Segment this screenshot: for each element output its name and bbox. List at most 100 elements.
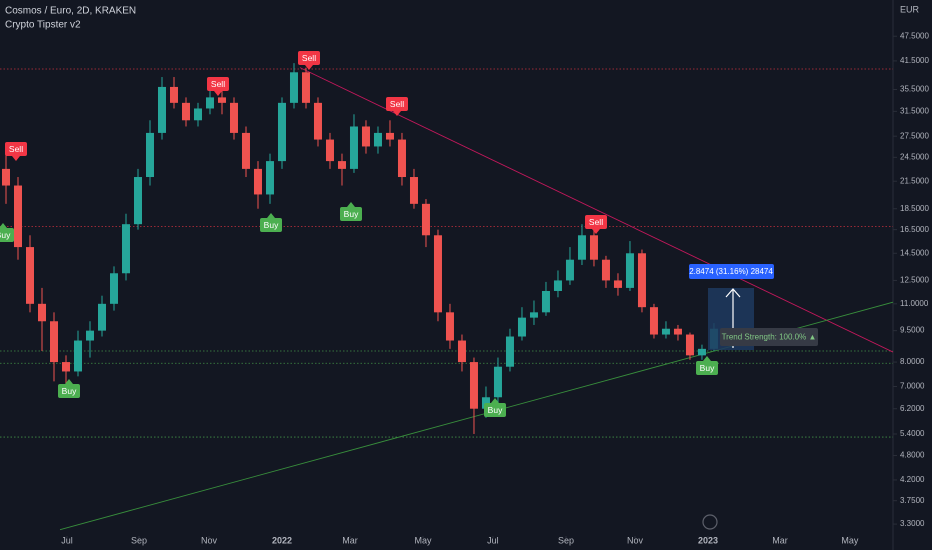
- signal-label: Sell: [390, 99, 404, 109]
- x-tick-label: Nov: [627, 535, 644, 545]
- signal-label: Buy: [344, 209, 359, 219]
- candle-body: [625, 253, 634, 288]
- y-tick-label: 16.5000: [900, 225, 929, 234]
- x-tick-label: Sep: [558, 535, 574, 545]
- signal-label: Buy: [488, 405, 503, 415]
- candle-body: [145, 132, 154, 178]
- x-tick-label: Jul: [61, 535, 73, 545]
- signal-box: [207, 77, 229, 91]
- candle-body: [133, 177, 142, 225]
- candle-body: [85, 330, 94, 341]
- candle-body: [325, 139, 334, 162]
- signal-pointer: [12, 156, 20, 161]
- signal-label: Sell: [211, 79, 225, 89]
- y-tick-label: 8.0000: [900, 357, 925, 366]
- y-tick-label: 21.5000: [900, 176, 929, 185]
- logo: [702, 514, 718, 530]
- measure-arrow-head: [725, 288, 741, 298]
- signal-box: [484, 403, 506, 417]
- y-tick-label: 9.5000: [900, 326, 925, 335]
- y-tick-label: 3.3000: [900, 519, 925, 528]
- y-tick-label: 4.2000: [900, 475, 925, 484]
- candle-body: [529, 312, 538, 318]
- candle-body: [505, 336, 514, 367]
- trend-strength: Trend Strength: 100.0% ▲: [722, 333, 817, 342]
- y-tick-label: 14.5000: [900, 248, 929, 257]
- candle-body: [541, 290, 550, 313]
- candle-body: [481, 397, 490, 409]
- signal-label: Buy: [62, 386, 77, 396]
- measure-label-box: [689, 264, 774, 279]
- signal-pointer: [267, 213, 275, 218]
- candle-body: [649, 307, 658, 335]
- candle-body: [217, 97, 226, 103]
- y-tick-label: 24.5000: [900, 152, 929, 161]
- candle-body: [181, 102, 190, 121]
- candle-body: [661, 328, 670, 335]
- candles: [1, 63, 718, 434]
- x-tick-label: 2022: [272, 535, 292, 545]
- candle-body: [433, 235, 442, 313]
- y-tick-label: 18.5000: [900, 204, 929, 213]
- candle-body: [349, 126, 358, 169]
- signal-pointer: [491, 398, 499, 403]
- signal-label: Buy: [700, 363, 715, 373]
- candle-body: [697, 348, 706, 356]
- candle-body: [565, 259, 574, 281]
- candle-body: [613, 280, 622, 288]
- chart-title: Cosmos / Euro, 2D, KRAKEN: [5, 6, 136, 17]
- candle-body: [517, 317, 526, 337]
- candle-body: [229, 102, 238, 133]
- y-tick-label: 7.0000: [900, 382, 925, 391]
- y-tick-label: 5.4000: [900, 429, 925, 438]
- candle-body: [49, 321, 58, 363]
- candle-body: [301, 72, 310, 103]
- y-tick-label: 47.5000: [900, 31, 929, 40]
- candle-body: [397, 139, 406, 178]
- signal-label: Sell: [9, 144, 23, 154]
- y-tick-label: 3.7500: [900, 496, 925, 505]
- candle-body: [553, 280, 562, 291]
- signal-pointer: [347, 202, 355, 207]
- candle-body: [493, 366, 502, 398]
- candle-body: [109, 273, 118, 304]
- signal-label: Buy: [0, 230, 11, 240]
- x-tick-label: Mar: [772, 535, 788, 545]
- signal-label: Sell: [302, 53, 316, 63]
- candle-body: [97, 303, 106, 331]
- y-tick-label: 41.5000: [900, 56, 929, 65]
- trend-strength-box: [720, 328, 818, 346]
- signal-box: [58, 384, 80, 398]
- candle-body: [241, 132, 250, 169]
- candle-body: [445, 312, 454, 341]
- candle-body: [1, 168, 10, 186]
- candle-body: [277, 102, 286, 162]
- signals: Sell Sell Sell Sell Sell Buy Buy Buy Buy Buy Buy: [0, 51, 718, 417]
- candle-body: [73, 340, 82, 372]
- signal-box: [298, 51, 320, 65]
- candle-body: [61, 362, 70, 372]
- x-tick-label: May: [841, 535, 859, 545]
- x-tick-label: Jul: [487, 535, 499, 545]
- signal-pointer: [0, 223, 7, 228]
- currency-label: EUR: [900, 4, 920, 14]
- candle-body: [13, 185, 22, 248]
- candle-body: [577, 235, 586, 260]
- y-tick-label: 12.5000: [900, 276, 929, 285]
- candle-body: [313, 102, 322, 140]
- y-tick-label: 6.2000: [900, 404, 925, 413]
- candle-body: [205, 97, 214, 109]
- candle-body: [25, 247, 34, 304]
- signal-box: [5, 142, 27, 156]
- signal-pointer: [393, 111, 401, 116]
- x-tick-label: Mar: [342, 535, 358, 545]
- signal-pointer: [305, 65, 313, 70]
- candle-body: [601, 259, 610, 281]
- signal-pointer: [65, 379, 73, 384]
- indicator-name: Crypto Tipster v2: [5, 20, 81, 31]
- signal-box: [260, 218, 282, 232]
- y-tick-label: 4.8000: [900, 451, 925, 460]
- candle-body: [421, 203, 430, 236]
